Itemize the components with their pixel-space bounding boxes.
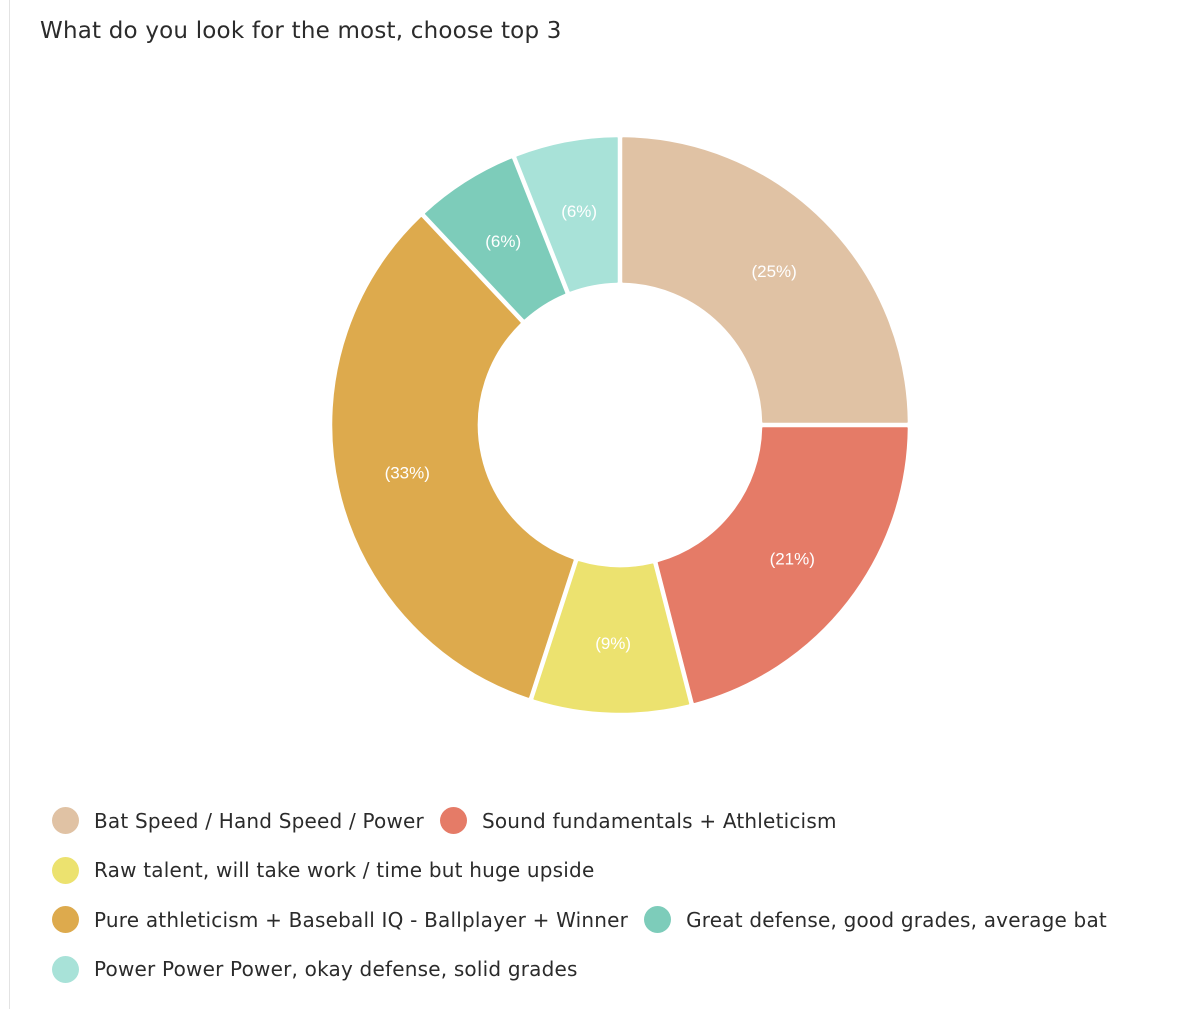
legend-swatch [52,856,79,884]
chart-title: What do you look for the most, choose to… [40,18,562,44]
slice-2[interactable] [533,561,690,713]
legend-label: Power Power Power, okay defense, solid g… [94,957,578,982]
legend-swatch [52,906,79,934]
donut-chart: (25%) (21%) (9%) (33%) (6%) (6%) [332,137,908,713]
slice-1[interactable] [657,427,908,703]
slice-3[interactable] [332,217,574,698]
legend-label: Sound fundamentals + Athleticism [481,808,837,833]
donut-slices [332,137,908,713]
legend-row: Raw talent, will take work / time but hu… [52,846,1172,896]
legend-label: Great defense, good grades, average bat [686,907,1107,932]
legend-label: Raw talent, will take work / time but hu… [94,858,595,883]
slice-label-2: (9%) [595,634,631,653]
slice-label-5: (6%) [561,202,597,221]
legend-item[interactable]: Great defense, good grades, average bat [644,906,1107,934]
legend-label: Bat Speed / Hand Speed / Power [94,808,424,833]
legend-swatch [439,807,467,835]
legend-swatch [52,807,79,835]
legend-label: Pure athleticism + Baseball IQ - Ballpla… [94,907,629,932]
slice-label-4: (6%) [485,232,521,251]
legend-item[interactable]: Power Power Power, okay defense, solid g… [52,955,578,983]
legend-row: Bat Speed / Hand Speed / Power Sound fund… [52,796,1172,846]
slice-label-1: (21%) [770,550,815,569]
slice-5[interactable] [516,137,618,292]
legend-row: Power Power Power, okay defense, solid g… [52,945,1172,995]
legend-item[interactable]: Pure athleticism + Baseball IQ - Ballpla… [52,906,629,934]
slice-0[interactable] [622,137,908,423]
legend-row: Pure athleticism + Baseball IQ - Ballpla… [52,895,1172,945]
legend-swatch [644,906,672,934]
slice-label-3: (33%) [385,464,430,483]
left-border [9,0,10,1009]
slice-labels: (25%) (21%) (9%) (33%) (6%) (6%) [385,202,815,653]
legend-swatch [52,955,79,983]
legend-item[interactable]: Bat Speed / Hand Speed / Power [52,807,424,835]
legend-item[interactable]: Raw talent, will take work / time but hu… [52,856,595,884]
slice-4[interactable] [424,158,566,320]
legend-item[interactable]: Sound fundamentals + Athleticism [439,807,837,835]
slice-label-0: (25%) [751,262,796,281]
chart-legend: Bat Speed / Hand Speed / Power Sound fund… [52,796,1172,994]
